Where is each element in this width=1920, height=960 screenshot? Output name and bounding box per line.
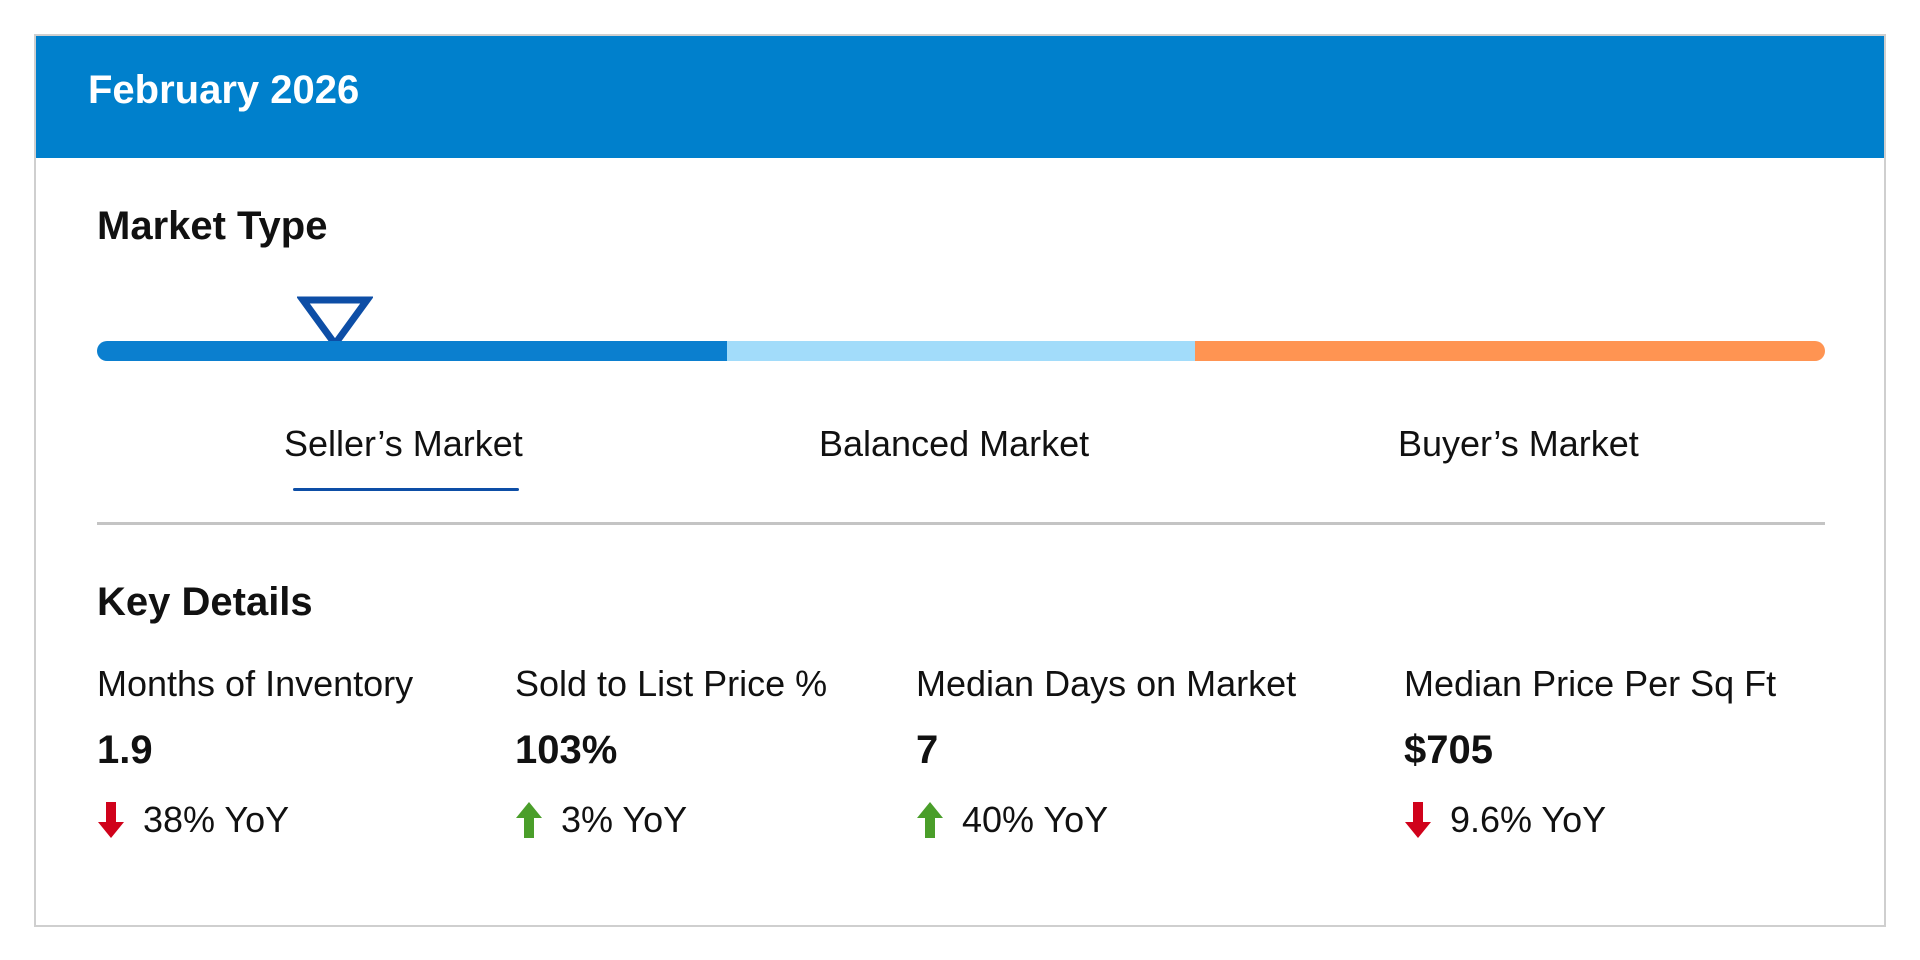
metric-value: 1.9 [97, 728, 153, 772]
arrow-up-icon [917, 802, 943, 838]
metric-label: Median Days on Market [916, 663, 1297, 704]
section-divider [97, 522, 1825, 525]
tab-sellers-market[interactable]: Seller’s Market [284, 423, 523, 464]
active-tab-underline [293, 488, 519, 491]
tab-balanced-market[interactable]: Balanced Market [819, 423, 1090, 464]
metric-value: 7 [916, 728, 939, 772]
metric-months-of-inventory: Months of Inventory 1.9 38% YoY [97, 666, 413, 838]
key-details-heading: Key Details [97, 580, 313, 624]
metric-label: Sold to List Price % [515, 663, 828, 704]
tab-buyers-market[interactable]: Buyer’s Market [1398, 423, 1639, 464]
report-period-title: February 2026 [88, 68, 360, 112]
metric-median-price-per-sq-ft: Median Price Per Sq Ft $705 9.6% YoY [1404, 666, 1776, 838]
metric-change: 3% YoY [515, 802, 827, 838]
arrow-down-icon [98, 802, 124, 838]
metric-value: $705 [1404, 728, 1493, 772]
metric-change-text: 40% YoY [962, 799, 1109, 840]
metric-sold-to-list-price: Sold to List Price % 103% 3% YoY [515, 666, 827, 838]
card-header: February 2026 [36, 36, 1884, 158]
gauge-segment-buyer [1195, 341, 1825, 361]
gauge-segment-balanced [727, 341, 1195, 361]
metric-label: Months of Inventory [97, 663, 414, 704]
market-type-heading: Market Type [97, 204, 328, 248]
arrow-up-icon [516, 802, 542, 838]
metric-change-text: 3% YoY [561, 799, 688, 840]
market-report-card: February 2026 Market Type Seller’s Marke… [34, 34, 1886, 927]
arrow-down-icon [1405, 802, 1431, 838]
gauge-segment-seller [97, 341, 727, 361]
metric-change: 9.6% YoY [1404, 802, 1776, 838]
metric-label: Median Price Per Sq Ft [1404, 663, 1777, 704]
market-position-marker-icon [297, 296, 373, 350]
metric-value: 103% [515, 728, 618, 772]
metric-change-text: 9.6% YoY [1450, 799, 1607, 840]
market-type-gauge [97, 341, 1825, 361]
metric-median-days-on-market: Median Days on Market 7 40% YoY [916, 666, 1296, 838]
metric-change: 40% YoY [916, 802, 1296, 838]
metric-change: 38% YoY [97, 802, 413, 838]
metric-change-text: 38% YoY [143, 799, 290, 840]
